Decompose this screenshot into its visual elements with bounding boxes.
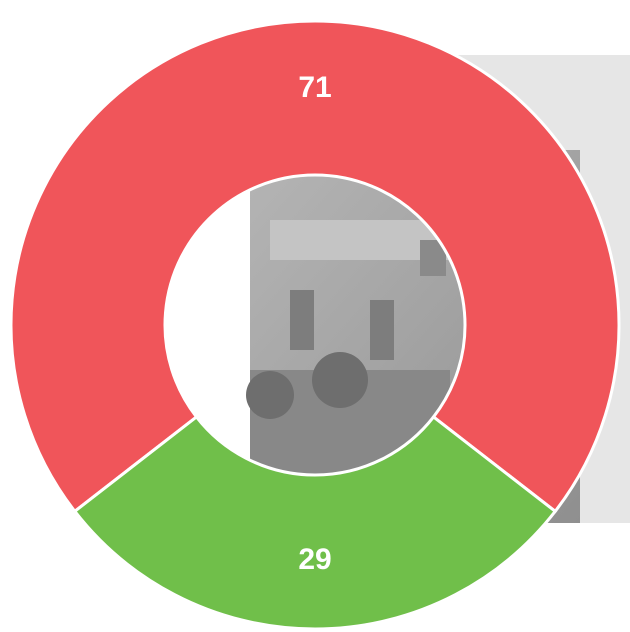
donut-slice	[72, 414, 558, 631]
donut: 71 29	[9, 19, 621, 631]
data-label: 29	[298, 543, 331, 576]
donut-slice	[9, 19, 621, 514]
data-label: 71	[298, 71, 331, 104]
